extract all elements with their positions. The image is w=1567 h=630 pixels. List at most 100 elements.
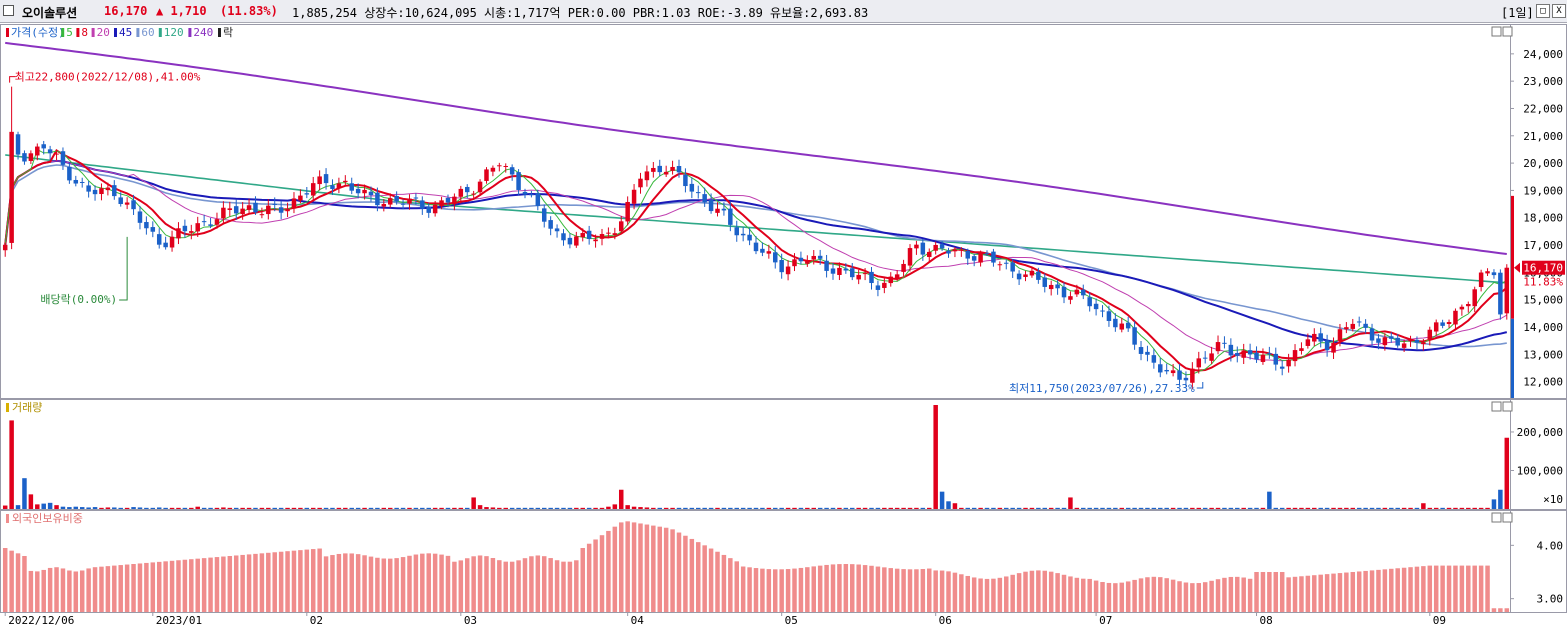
foreign-ratio-bar [1498, 608, 1503, 612]
foreign-ratio-bar [1235, 576, 1240, 612]
candle [554, 228, 560, 232]
foreign-ratio-bar [2, 548, 8, 612]
candle [1016, 273, 1022, 280]
foreign-ratio-bar [381, 558, 387, 612]
foreign-ratio-bar [971, 577, 977, 612]
volume-bar [1042, 507, 1048, 509]
foreign-ratio-bar [798, 567, 804, 612]
foreign-ratio-bar [375, 557, 380, 612]
current-price-label: 16,170 [1523, 262, 1563, 275]
volume-bar [676, 507, 682, 509]
volume-bar [991, 507, 996, 509]
foreign-ratio-bar [663, 527, 669, 612]
candle [86, 185, 91, 192]
candle [1414, 339, 1420, 343]
foreign-ratio-bar [1164, 578, 1169, 612]
candle [413, 197, 419, 199]
foreign-ratio-bar [1177, 581, 1182, 612]
foreign-ratio-bar [490, 558, 496, 612]
foreign-ratio-bar [644, 524, 650, 612]
candle [830, 268, 836, 274]
volume-bar [240, 507, 245, 509]
volume-bar [811, 507, 816, 509]
foreign-ratio-bar [253, 553, 258, 612]
foreign-ratio-bar [323, 556, 329, 612]
volume-bar [1055, 507, 1060, 509]
volume-bar [1023, 507, 1028, 509]
volume-bar [484, 507, 489, 509]
volume-bar [9, 420, 14, 509]
foreign-ratio-bar [400, 557, 406, 612]
candle [1068, 296, 1073, 300]
volume-bar [105, 507, 111, 509]
candle [593, 239, 598, 242]
foreign-ratio-bar [946, 571, 951, 612]
candle [189, 231, 194, 233]
foreign-ratio-bar [1440, 565, 1445, 612]
select-checkbox[interactable] [3, 5, 14, 16]
price-range-bar [1511, 195, 1514, 319]
candle [221, 207, 226, 219]
candle [580, 233, 585, 238]
volume-bar [1337, 507, 1343, 509]
foreign-ratio-bar [1247, 578, 1253, 612]
volume-bar [1312, 507, 1317, 509]
foreign-ratio-bar [420, 553, 425, 612]
volume-bar [715, 507, 720, 509]
candle [631, 189, 637, 204]
volume-bar [824, 507, 829, 509]
candle [1138, 347, 1144, 354]
candle [163, 242, 168, 248]
close-button[interactable]: X [1552, 4, 1566, 18]
candle [1119, 323, 1125, 330]
candle [60, 151, 66, 165]
foreign-ratio-bar [1491, 608, 1497, 612]
volume-bar [1170, 507, 1176, 509]
candle [112, 185, 117, 197]
legend-swatch [6, 28, 9, 37]
candle [497, 165, 502, 167]
foreign-ratio-bar [1337, 573, 1343, 612]
foreign-ratio-bar [1023, 571, 1028, 612]
legend-item: 5 [66, 26, 73, 39]
volume-bar [112, 507, 117, 509]
maximize-button[interactable]: □ [1536, 4, 1550, 18]
candle [445, 197, 451, 203]
foreign-ratio-bar [99, 566, 104, 612]
foreign-ratio-bar [227, 556, 233, 612]
foreign-ratio-bar [1228, 576, 1234, 612]
foreign-ratio-bar [920, 569, 926, 612]
volume-bar [1485, 507, 1490, 509]
candle [798, 257, 804, 262]
period-selector[interactable]: [1일] [1501, 6, 1534, 20]
candle [1061, 286, 1067, 298]
volume-bar [497, 507, 502, 509]
foreign-ratio-bar [753, 568, 759, 612]
volume-bar [2, 505, 8, 509]
volume-bar [798, 507, 804, 509]
candle [1312, 333, 1317, 342]
foreign-ratio-bar [503, 561, 508, 612]
price-change: ▲ 1,710 [156, 4, 207, 18]
foreign-ratio-bar [606, 530, 611, 612]
volume-bar [349, 507, 354, 509]
candle [1228, 344, 1234, 356]
volume-bar [875, 507, 881, 509]
legend-swatch [91, 28, 95, 37]
volume-bar [1093, 507, 1099, 509]
volume-bar [830, 507, 836, 509]
candle [1055, 284, 1060, 289]
candle [574, 236, 579, 246]
candle [1363, 323, 1368, 328]
candle [458, 188, 464, 197]
volume-bar [291, 507, 297, 509]
foreign-ratio-bar [914, 569, 919, 612]
foreign-ratio-bar [991, 578, 996, 612]
candle [67, 166, 72, 181]
volume-bar [1350, 507, 1356, 509]
volume-bar [169, 507, 175, 509]
volume-bar [1209, 507, 1214, 509]
candle [850, 268, 855, 278]
candle [1196, 358, 1202, 368]
